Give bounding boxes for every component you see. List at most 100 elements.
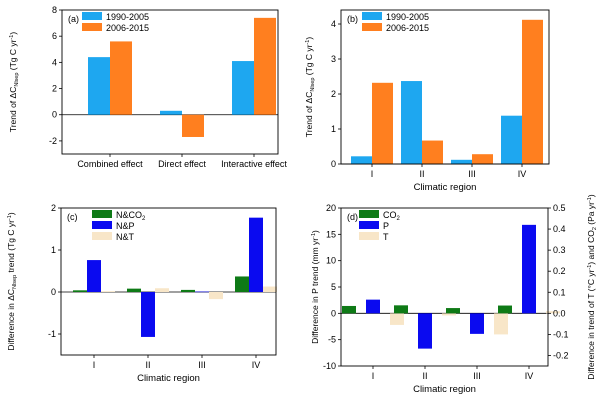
y-axis-title: Difference in P trend (mm yr-1): [310, 230, 320, 344]
y2-tick-label: -0.1: [553, 329, 569, 339]
bar-n-p-4: [249, 217, 263, 292]
y-tick-label: -1: [48, 329, 56, 339]
x-tick-label: I: [93, 360, 96, 370]
y-tick-label: 0: [52, 110, 57, 120]
y-axis-title: Difference in ΔCNlsep trend (Tg C yr-1): [6, 212, 18, 351]
legend-swatch: [359, 221, 379, 229]
plot-frame: [340, 207, 549, 367]
panel-label: (d): [347, 212, 358, 222]
legend-swatch: [359, 232, 379, 240]
y2-tick-label: 0.1: [553, 287, 566, 297]
legend-label: N&T: [116, 232, 135, 242]
bar-co2-2: [394, 305, 408, 314]
legend-label: T: [383, 232, 389, 242]
y-tick-label: 1: [331, 124, 336, 134]
legend-swatch: [362, 23, 382, 31]
x-tick-label: II: [145, 360, 150, 370]
y-tick-label: 8: [52, 5, 57, 15]
legend-swatch: [82, 12, 102, 20]
legend-swatch: [359, 210, 379, 218]
y-tick-label: 2: [331, 89, 336, 99]
bar-p-1: [366, 299, 380, 314]
legend-swatch: [82, 23, 102, 31]
y-tick-label: 2: [51, 203, 56, 213]
bar-n-p-3: [195, 291, 209, 293]
y2-tick-label: 0.3: [553, 245, 566, 255]
bar-t-1: [390, 313, 404, 325]
x-tick-label: Interactive effect: [221, 159, 287, 169]
bar-2006-2015-2: [182, 114, 204, 137]
panel-label: (a): [68, 14, 79, 24]
bar-n-t-3: [209, 292, 223, 300]
y2-tick-label: -0.2: [553, 350, 569, 360]
y2-axis-title: Difference in trend of T (°C yr-1) and C…: [586, 194, 598, 380]
panel-label: (c): [67, 212, 78, 222]
y-tick-label: 0: [331, 308, 336, 318]
x-tick-label: I: [372, 371, 375, 381]
bar-n-t-1: [101, 291, 115, 292]
bar-co2-3: [446, 308, 460, 314]
bar-2006-2015-4: [522, 19, 543, 164]
plot-frame: [60, 207, 277, 356]
y2-tick-label: 0.2: [553, 266, 566, 276]
bar-2006-2015-1: [372, 82, 393, 164]
y-axis-title: Trend of ΔCNlsep (Tg C yr-1): [304, 37, 316, 138]
x-axis-title: Climatic region: [414, 182, 477, 193]
bar-t-3: [494, 313, 508, 335]
y-axis-title: Trend of ΔCNlsep (Tg C yr-1): [8, 32, 20, 133]
legend-label: CO2: [383, 210, 401, 222]
legend-label: P: [383, 221, 389, 231]
chart-panel-1: Combined effect Direct effect Interactive …: [8, 5, 287, 169]
bar-t-4: [546, 311, 560, 314]
legend-swatch: [92, 210, 112, 218]
x-axis-title: Climatic region: [413, 384, 476, 395]
y-tick-label: -10: [323, 361, 336, 371]
legend-swatch: [92, 221, 112, 229]
bar-p-4: [522, 224, 536, 314]
x-tick-label: Direct effect: [158, 159, 206, 169]
bar-1990-2005-4: [501, 115, 522, 164]
bar-p-3: [470, 313, 484, 334]
bar-2006-2015-3: [472, 154, 493, 164]
legend-label: 2006-2015: [386, 23, 429, 33]
x-tick-label: III: [468, 169, 476, 179]
x-tick-label: III: [198, 360, 206, 370]
y-tick-label: 20: [326, 203, 336, 213]
legend-label: 1990-2005: [106, 12, 149, 22]
y2-tick-label: 0.5: [553, 203, 566, 213]
legend-swatch: [92, 232, 112, 240]
legend-label: N&CO2: [116, 210, 146, 222]
y-tick-label: -5: [328, 335, 336, 345]
y-tick-label: 1: [51, 245, 56, 255]
y-tick-label: 0: [51, 287, 56, 297]
bar-1990-2005-2: [160, 110, 182, 115]
bar-1990-2005-1: [88, 57, 110, 115]
x-tick-label: II: [419, 169, 424, 179]
x-axis-title: Climatic region: [137, 373, 200, 384]
x-tick-label: IV: [518, 169, 527, 179]
plot-frame: [340, 9, 550, 165]
y2-tick-label: 0.0: [553, 308, 566, 318]
y2-tick-label: 0.4: [553, 224, 566, 234]
y-tick-label: 6: [52, 31, 57, 41]
bar-2006-2015-1: [110, 41, 132, 115]
legend-label: 1990-2005: [386, 12, 429, 22]
bar-2006-2015-3: [254, 17, 276, 115]
legend-label: N&P: [116, 221, 135, 231]
bar-n-co2-2: [127, 288, 141, 292]
bar-n-p-1: [87, 260, 101, 292]
bar-p-2: [418, 313, 432, 349]
y-tick-label: -2: [49, 136, 57, 146]
bar-2006-2015-2: [422, 140, 443, 164]
y-tick-label: 10: [326, 256, 336, 266]
x-tick-label: II: [422, 371, 427, 381]
y-tick-label: 15: [326, 229, 336, 239]
y-tick-label: 0: [331, 159, 336, 169]
bar-n-t-4: [263, 286, 277, 292]
bar-1990-2005-3: [232, 61, 254, 115]
x-tick-label: IV: [252, 360, 261, 370]
chart-panel-4: I II III IV-10-505101520-0.2-0.10.00.10.20.…: [310, 194, 598, 395]
y-tick-label: 4: [52, 57, 57, 67]
